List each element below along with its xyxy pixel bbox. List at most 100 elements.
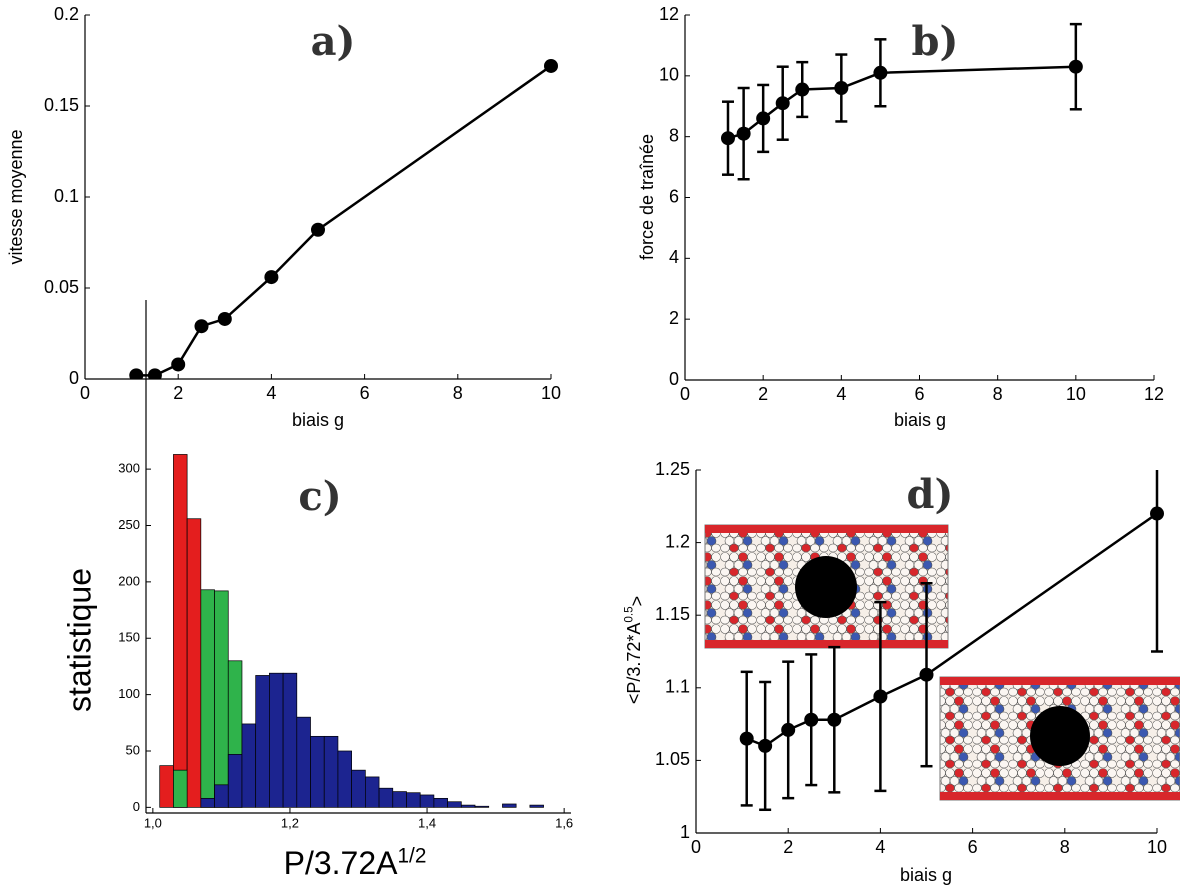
histogram-bar <box>351 769 366 808</box>
label-text: P/3.72A <box>284 845 399 881</box>
histogram-bar <box>255 675 270 808</box>
y-tick-label: 1.15 <box>655 604 690 624</box>
data-point <box>919 667 934 682</box>
y-tick-label: 0.1 <box>54 186 79 206</box>
y-tick-label: 200 <box>118 573 140 588</box>
plot-area <box>739 470 1164 812</box>
inset-image <box>939 676 1180 801</box>
x-tick-label: 12 <box>1144 384 1164 404</box>
data-point <box>544 58 558 73</box>
histogram-bar <box>460 804 476 808</box>
histogram-bar <box>159 765 174 808</box>
label-text: <P/3.72*A <box>624 623 644 705</box>
histogram-bar <box>378 787 394 808</box>
plot-area <box>720 22 1083 181</box>
x-tick-label: 8 <box>993 384 1003 404</box>
histogram-bar <box>214 590 229 808</box>
label-text: > <box>627 596 647 607</box>
histogram-bar <box>282 672 298 808</box>
y-tick-label: 1.25 <box>655 459 690 479</box>
y-tick-label: 12 <box>659 4 679 24</box>
y-tick-label: 6 <box>669 186 679 206</box>
y-tick-label: 150 <box>118 630 140 645</box>
chart-panel: 0 2 4 6 8 10 12 0 2 4 6 8 10 12 biais g force de traîné… <box>637 4 1164 430</box>
y-tick-label: 0.15 <box>44 95 79 115</box>
y-tick-label: 1.05 <box>655 749 690 769</box>
label-superscript: 0.5 <box>623 606 636 623</box>
panel-annotation: b) <box>912 18 959 65</box>
data-point <box>758 738 773 753</box>
data-point <box>775 96 790 111</box>
data-point <box>873 689 888 704</box>
x-axis-label: biais g <box>900 865 952 885</box>
x-axis-label: biais g <box>894 410 946 430</box>
x-axis-label: P/3.72A1/2 <box>284 844 427 881</box>
y-tick-label: 0.2 <box>54 4 79 24</box>
plot-area <box>129 58 558 379</box>
histogram-bar <box>392 791 407 808</box>
data-point <box>171 357 186 372</box>
data-point <box>736 126 751 141</box>
plot-area <box>159 454 544 808</box>
histogram-bar <box>502 803 517 808</box>
histogram-bar <box>200 797 215 808</box>
y-axis-label: vitesse moyenne <box>6 129 26 264</box>
data-point <box>756 111 771 126</box>
x-tick-label: 10 <box>541 383 561 403</box>
x-tick-label: 1,0 <box>144 815 162 830</box>
x-tick-label: 1,6 <box>555 815 573 830</box>
x-tick-label: 1,2 <box>281 815 299 830</box>
data-point <box>739 731 754 746</box>
data-point <box>720 131 735 146</box>
x-tick-label: 2 <box>783 837 793 857</box>
y-tick-label: 2 <box>669 308 679 328</box>
histogram-bar <box>419 794 435 808</box>
histogram-bar <box>337 750 352 808</box>
x-tick-label: 2 <box>173 383 183 403</box>
histogram-bar <box>365 776 380 808</box>
data-point <box>1150 506 1164 521</box>
y-axis-label: <P/3.72*A0.5> <box>623 596 647 704</box>
y-tick-label: 50 <box>126 742 140 757</box>
x-tick-label: 10 <box>1147 837 1167 857</box>
histogram-bar <box>406 792 421 808</box>
histogram-bar <box>186 518 202 808</box>
data-point <box>834 81 849 95</box>
y-tick-label: 300 <box>118 461 140 476</box>
y-tick-label: 0.05 <box>44 277 79 297</box>
histogram-bar <box>433 797 448 808</box>
histogram-bar <box>269 672 284 808</box>
histogram-bar <box>447 801 462 808</box>
data-point <box>795 82 810 97</box>
data-point <box>804 712 819 727</box>
label-superscript: 1/2 <box>397 844 426 867</box>
data-point <box>217 311 232 326</box>
histogram-bar <box>173 769 188 808</box>
histogram-bar <box>529 804 544 808</box>
x-tick-label: 4 <box>875 837 885 857</box>
histogram-bar <box>310 735 325 808</box>
x-tick-label: 6 <box>968 837 978 857</box>
x-tick-label: 10 <box>1066 384 1086 404</box>
data-point <box>129 368 144 379</box>
y-tick-label: 0 <box>669 369 679 389</box>
y-tick-label: 0 <box>69 368 79 388</box>
histogram-bar <box>214 784 229 808</box>
data-point <box>264 270 279 285</box>
x-tick-label: 6 <box>360 383 370 403</box>
y-tick-label: 250 <box>118 517 140 532</box>
y-tick-label: 4 <box>669 247 679 267</box>
y-axis-label: statistique <box>61 568 97 712</box>
x-tick-label: 6 <box>914 384 924 404</box>
data-point <box>311 222 325 237</box>
x-tick-label: 8 <box>453 383 463 403</box>
data-point <box>827 712 842 727</box>
histogram-bar <box>241 723 257 808</box>
histogram-bar <box>200 589 215 808</box>
panel-annotation: c) <box>298 473 341 520</box>
y-tick-label: 8 <box>669 125 679 145</box>
y-tick-label: 1.1 <box>665 677 690 697</box>
y-tick-label: 0 <box>133 799 140 814</box>
